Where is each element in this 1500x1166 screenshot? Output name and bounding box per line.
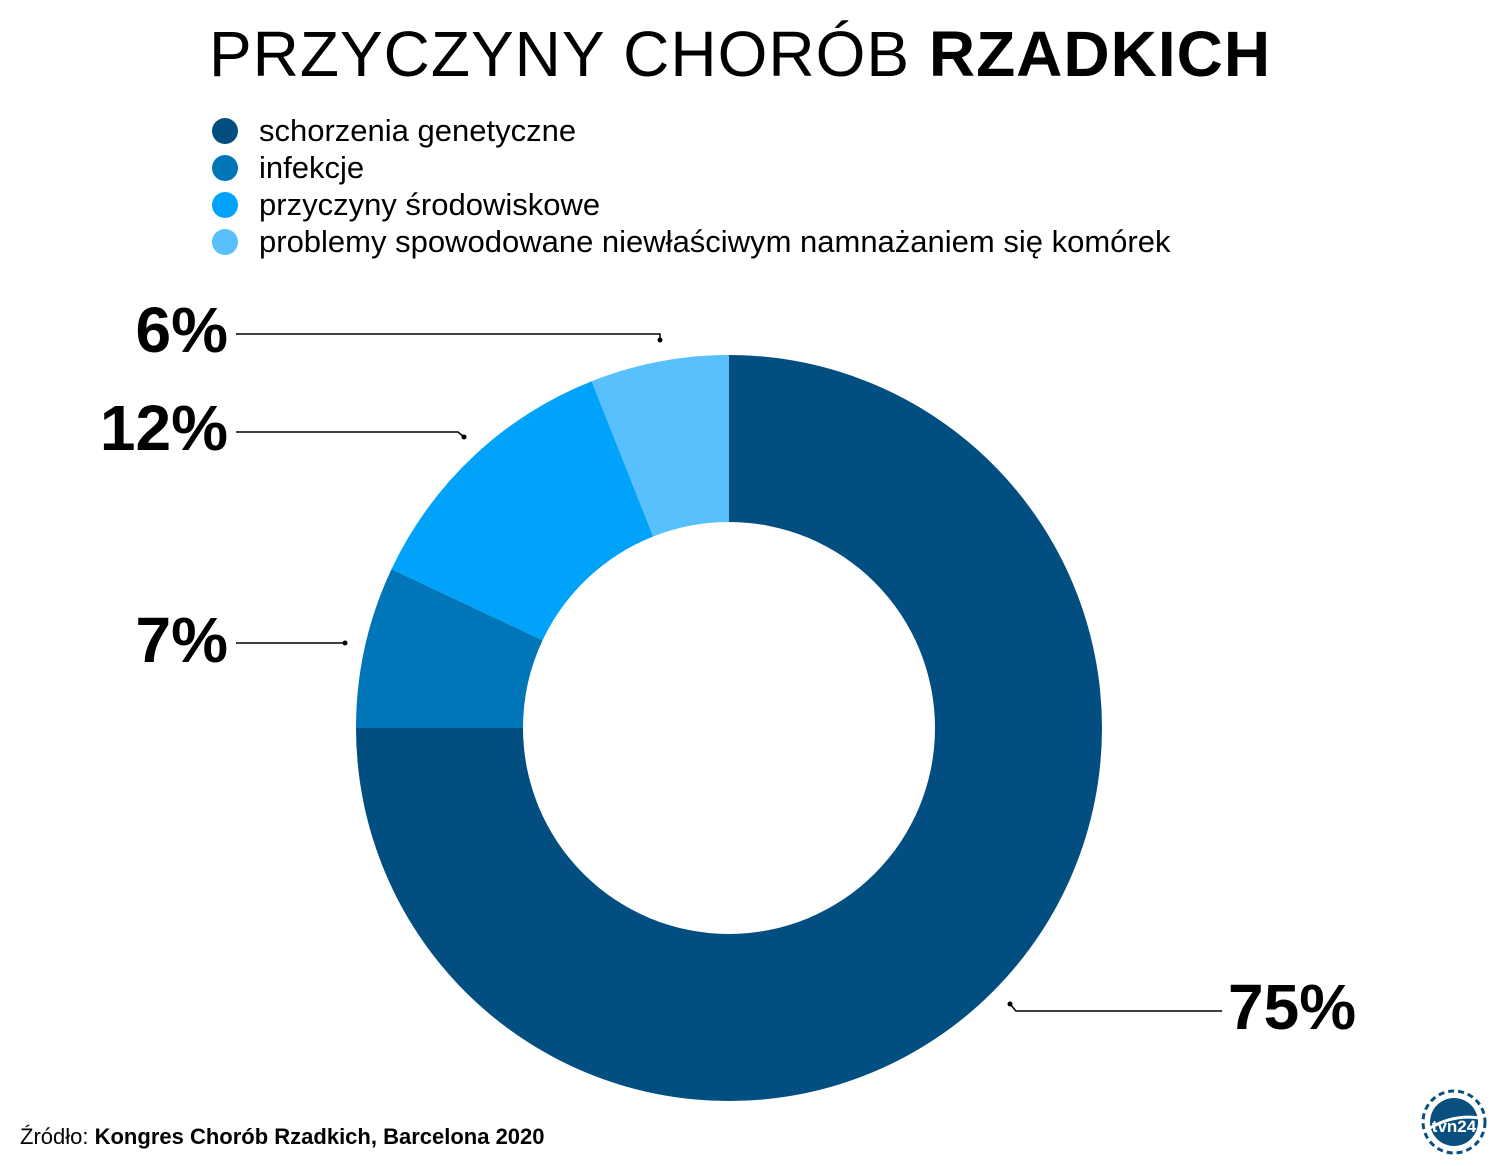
donut-slice [356,569,543,728]
legend: schorzenia genetyczne infekcje przyczyny… [212,112,1170,260]
slice-label: 7% [136,604,229,676]
legend-swatch [212,191,238,218]
legend-label: problemy spowodowane niewłaściwym namnaż… [259,224,1171,259]
donut-slice [356,355,1102,1101]
leader-dot [342,640,348,646]
source-note: Źródło: Kongres Chorób Rzadkich, Barcelo… [20,1124,545,1150]
leader-line [236,431,465,438]
legend-swatch [212,154,238,181]
slice-label: 6% [136,294,229,366]
chart-title: PRZYCZYNY CHORÓB RZADKICH [0,14,1480,94]
donut-slice [391,381,654,641]
chart-title-bold: RZADKICH [928,18,1272,90]
slice-label: 12% [100,392,228,464]
legend-label: infekcje [259,150,365,185]
logo-text: tvn24 [1432,1117,1477,1136]
donut-slice [591,355,729,537]
legend-item: przyczyny środowiskowe [212,186,1170,223]
leader-dot [657,337,663,343]
leader-line [236,333,661,340]
source-text: Kongres Chorób Rzadkich, Barcelona 2020 [94,1124,545,1149]
legend-swatch [212,117,238,144]
legend-swatch [212,228,238,255]
legend-item: infekcje [212,149,1170,186]
legend-item: problemy spowodowane niewłaściwym namnaż… [212,223,1170,260]
chart-title-light: PRZYCZYNY CHORÓB [208,18,911,90]
slice-label: 75% [1228,971,1356,1043]
leader-dot [1007,1001,1013,1007]
legend-label: przyczyny środowiskowe [259,187,601,222]
legend-item: schorzenia genetyczne [212,112,1170,149]
leader-line [1009,1003,1222,1012]
leader-dot [461,434,467,440]
legend-label: schorzenia genetyczne [259,113,577,148]
source-prefix: Źródło: [20,1124,89,1149]
tvn24-logo-icon: tvn24 [1421,1089,1487,1155]
